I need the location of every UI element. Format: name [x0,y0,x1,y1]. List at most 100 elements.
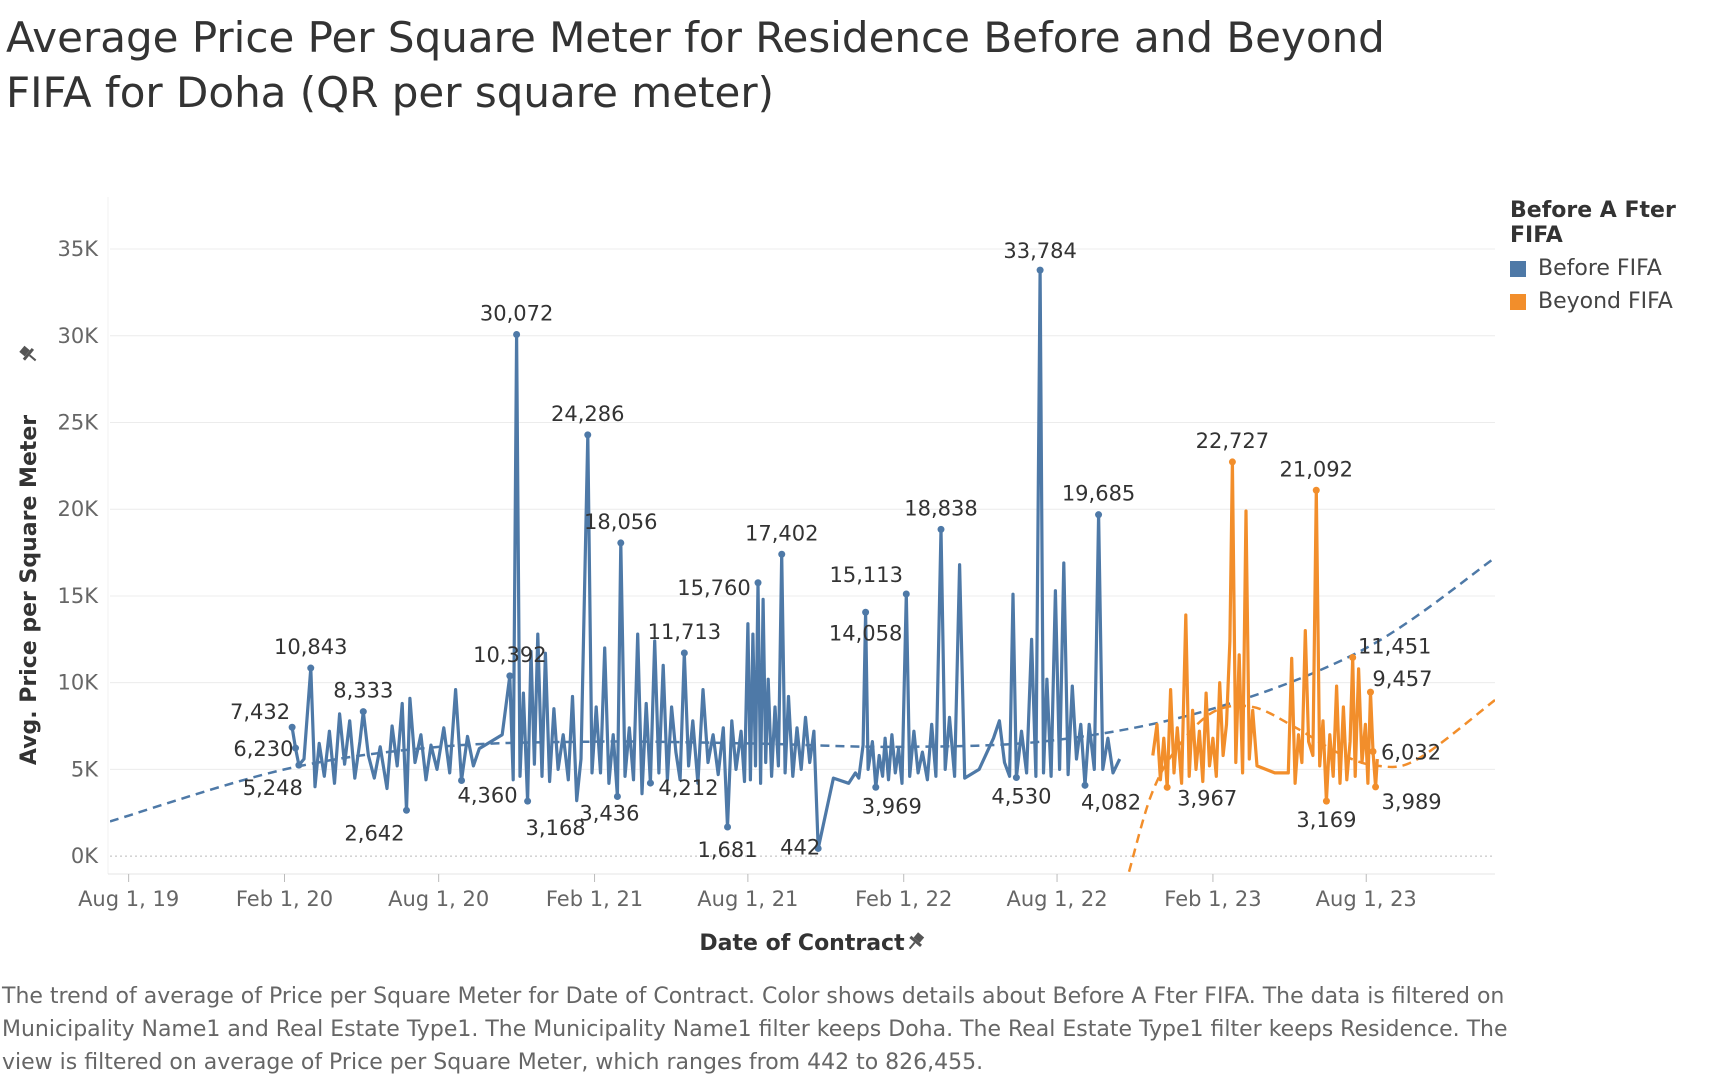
data-label: 4,530 [991,785,1051,809]
y-tick-label: 5K [71,757,99,781]
legend-swatch-before-fifa [1510,260,1526,277]
y-tick-label: 10K [58,671,100,695]
y-axis-title: Avg. Price per Square Meter [17,415,42,765]
data-label: 6,032 [1381,740,1441,764]
data-label: 10,392 [473,643,546,667]
data-label: 10,843 [274,635,347,659]
data-label: 19,685 [1062,482,1135,506]
x-tick-label: Aug 1, 20 [388,887,489,911]
data-point-marker[interactable] [1012,774,1020,782]
data-label: 4,082 [1081,790,1141,814]
data-label: 9,457 [1372,667,1432,691]
data-point-marker[interactable] [359,708,367,716]
x-axis-title: Date of Contract [699,931,905,956]
data-label: 22,727 [1196,429,1269,453]
data-label: 33,784 [1003,239,1076,263]
series-line-before-fifa[interactable] [290,268,1122,851]
y-tick-label: 20K [58,497,100,521]
data-label: 30,072 [480,302,553,326]
trend-line-beyond-fifa [1127,699,1495,873]
data-label: 8,333 [333,679,393,703]
x-tick-label: Aug 1, 21 [697,887,798,911]
y-tick-label: 0K [71,844,99,868]
data-label: 4,360 [457,783,517,807]
data-label: 3,168 [526,816,586,840]
trend-lines [110,556,1495,873]
data-label: 3,969 [862,794,922,818]
data-label: 4,212 [658,776,718,800]
x-tick-label: Aug 1, 23 [1316,887,1417,911]
data-label: 15,760 [677,576,750,600]
data-point-marker[interactable] [307,664,315,672]
legend-item-beyond-fifa[interactable]: Beyond FIFA [1510,285,1724,318]
data-point-marker[interactable] [1312,486,1320,494]
data-point-marker[interactable] [288,723,296,731]
data-label: 18,838 [904,496,977,520]
data-point-marker[interactable] [754,579,762,587]
data-label: 14,058 [829,621,902,645]
data-label: 1,681 [697,838,757,862]
trend-line-before-fifa [110,556,1495,823]
data-label: 5,248 [243,776,303,800]
data-point-marker[interactable] [1372,783,1380,791]
legend-title: Before A Fter FIFA [1510,198,1676,248]
data-label: 3,436 [579,802,639,826]
series-line-beyond-fifa[interactable] [1151,460,1379,803]
data-label: 21,092 [1280,457,1353,481]
data-point-marker[interactable] [1322,797,1330,805]
data-point-marker[interactable] [724,823,732,831]
data-point-marker[interactable] [613,793,621,801]
data-point-marker[interactable] [778,550,786,558]
data-label: 17,402 [745,521,818,545]
data-point-marker[interactable] [402,806,410,814]
data-point-marker[interactable] [458,776,466,784]
data-point-marker[interactable] [295,761,303,769]
data-label: 3,967 [1177,786,1237,810]
data-point-marker[interactable] [902,590,910,598]
data-point-marker[interactable] [1095,511,1103,519]
legend-item-before-fifa[interactable]: Before FIFA [1510,252,1724,285]
data-label: 11,451 [1358,635,1431,659]
data-point-marker[interactable] [1366,688,1374,696]
data-point-marker[interactable] [1081,781,1089,789]
data-point-marker[interactable] [814,844,822,852]
x-tick-label: Feb 1, 22 [855,887,952,911]
data-point-marker[interactable] [646,779,654,787]
data-point-marker[interactable] [292,744,300,752]
y-tick-label: 35K [58,237,100,261]
data-point-marker[interactable] [1163,783,1171,791]
data-point-marker[interactable] [1228,458,1236,466]
data-point-marker[interactable] [584,431,592,439]
data-point-marker[interactable] [1369,747,1377,755]
data-series [290,268,1379,851]
chart-title: Average Price Per Square Meter for Resid… [6,13,1385,117]
legend-label-beyond-fifa: Beyond FIFA [1538,289,1673,314]
data-label: 3,989 [1382,790,1442,814]
data-label: 15,113 [830,563,903,587]
y-tick-label: 15K [58,584,100,608]
data-label: 3,169 [1296,808,1356,832]
y-tick-label: 30K [58,324,100,348]
data-point-marker[interactable] [862,608,870,616]
x-axis-pin-icon[interactable] [904,930,926,953]
data-point-marker[interactable] [513,331,521,339]
x-tick-label: Feb 1, 21 [546,887,643,911]
data-point-marker[interactable] [872,783,880,791]
x-tick-label: Feb 1, 20 [236,887,333,911]
y-axis-pin-icon[interactable] [17,343,40,365]
data-label: 7,432 [230,700,290,724]
data-point-marker[interactable] [937,525,945,533]
data-point-marker[interactable] [680,649,688,657]
x-tick-label: Feb 1, 23 [1164,887,1261,911]
line-chart: 0K 5K 10K 15K 20K 25K 30K 35K Aug 1, 19 Feb 1, 20… [17,197,1495,956]
data-point-marker[interactable] [1349,654,1357,662]
legend-swatch-beyond-fifa [1510,293,1526,310]
data-point-marker[interactable] [524,797,532,805]
data-point-marker[interactable] [506,672,514,680]
grid-lines [110,248,1495,857]
data-point-marker[interactable] [1036,266,1044,274]
data-labels: 7,432 6,230 5,248 10,843 8,333 2,642 4,360 10,3… [230,239,1442,862]
data-point-marker[interactable] [617,539,625,547]
data-label: 18,056 [584,510,657,534]
data-label: 2,642 [344,821,404,845]
